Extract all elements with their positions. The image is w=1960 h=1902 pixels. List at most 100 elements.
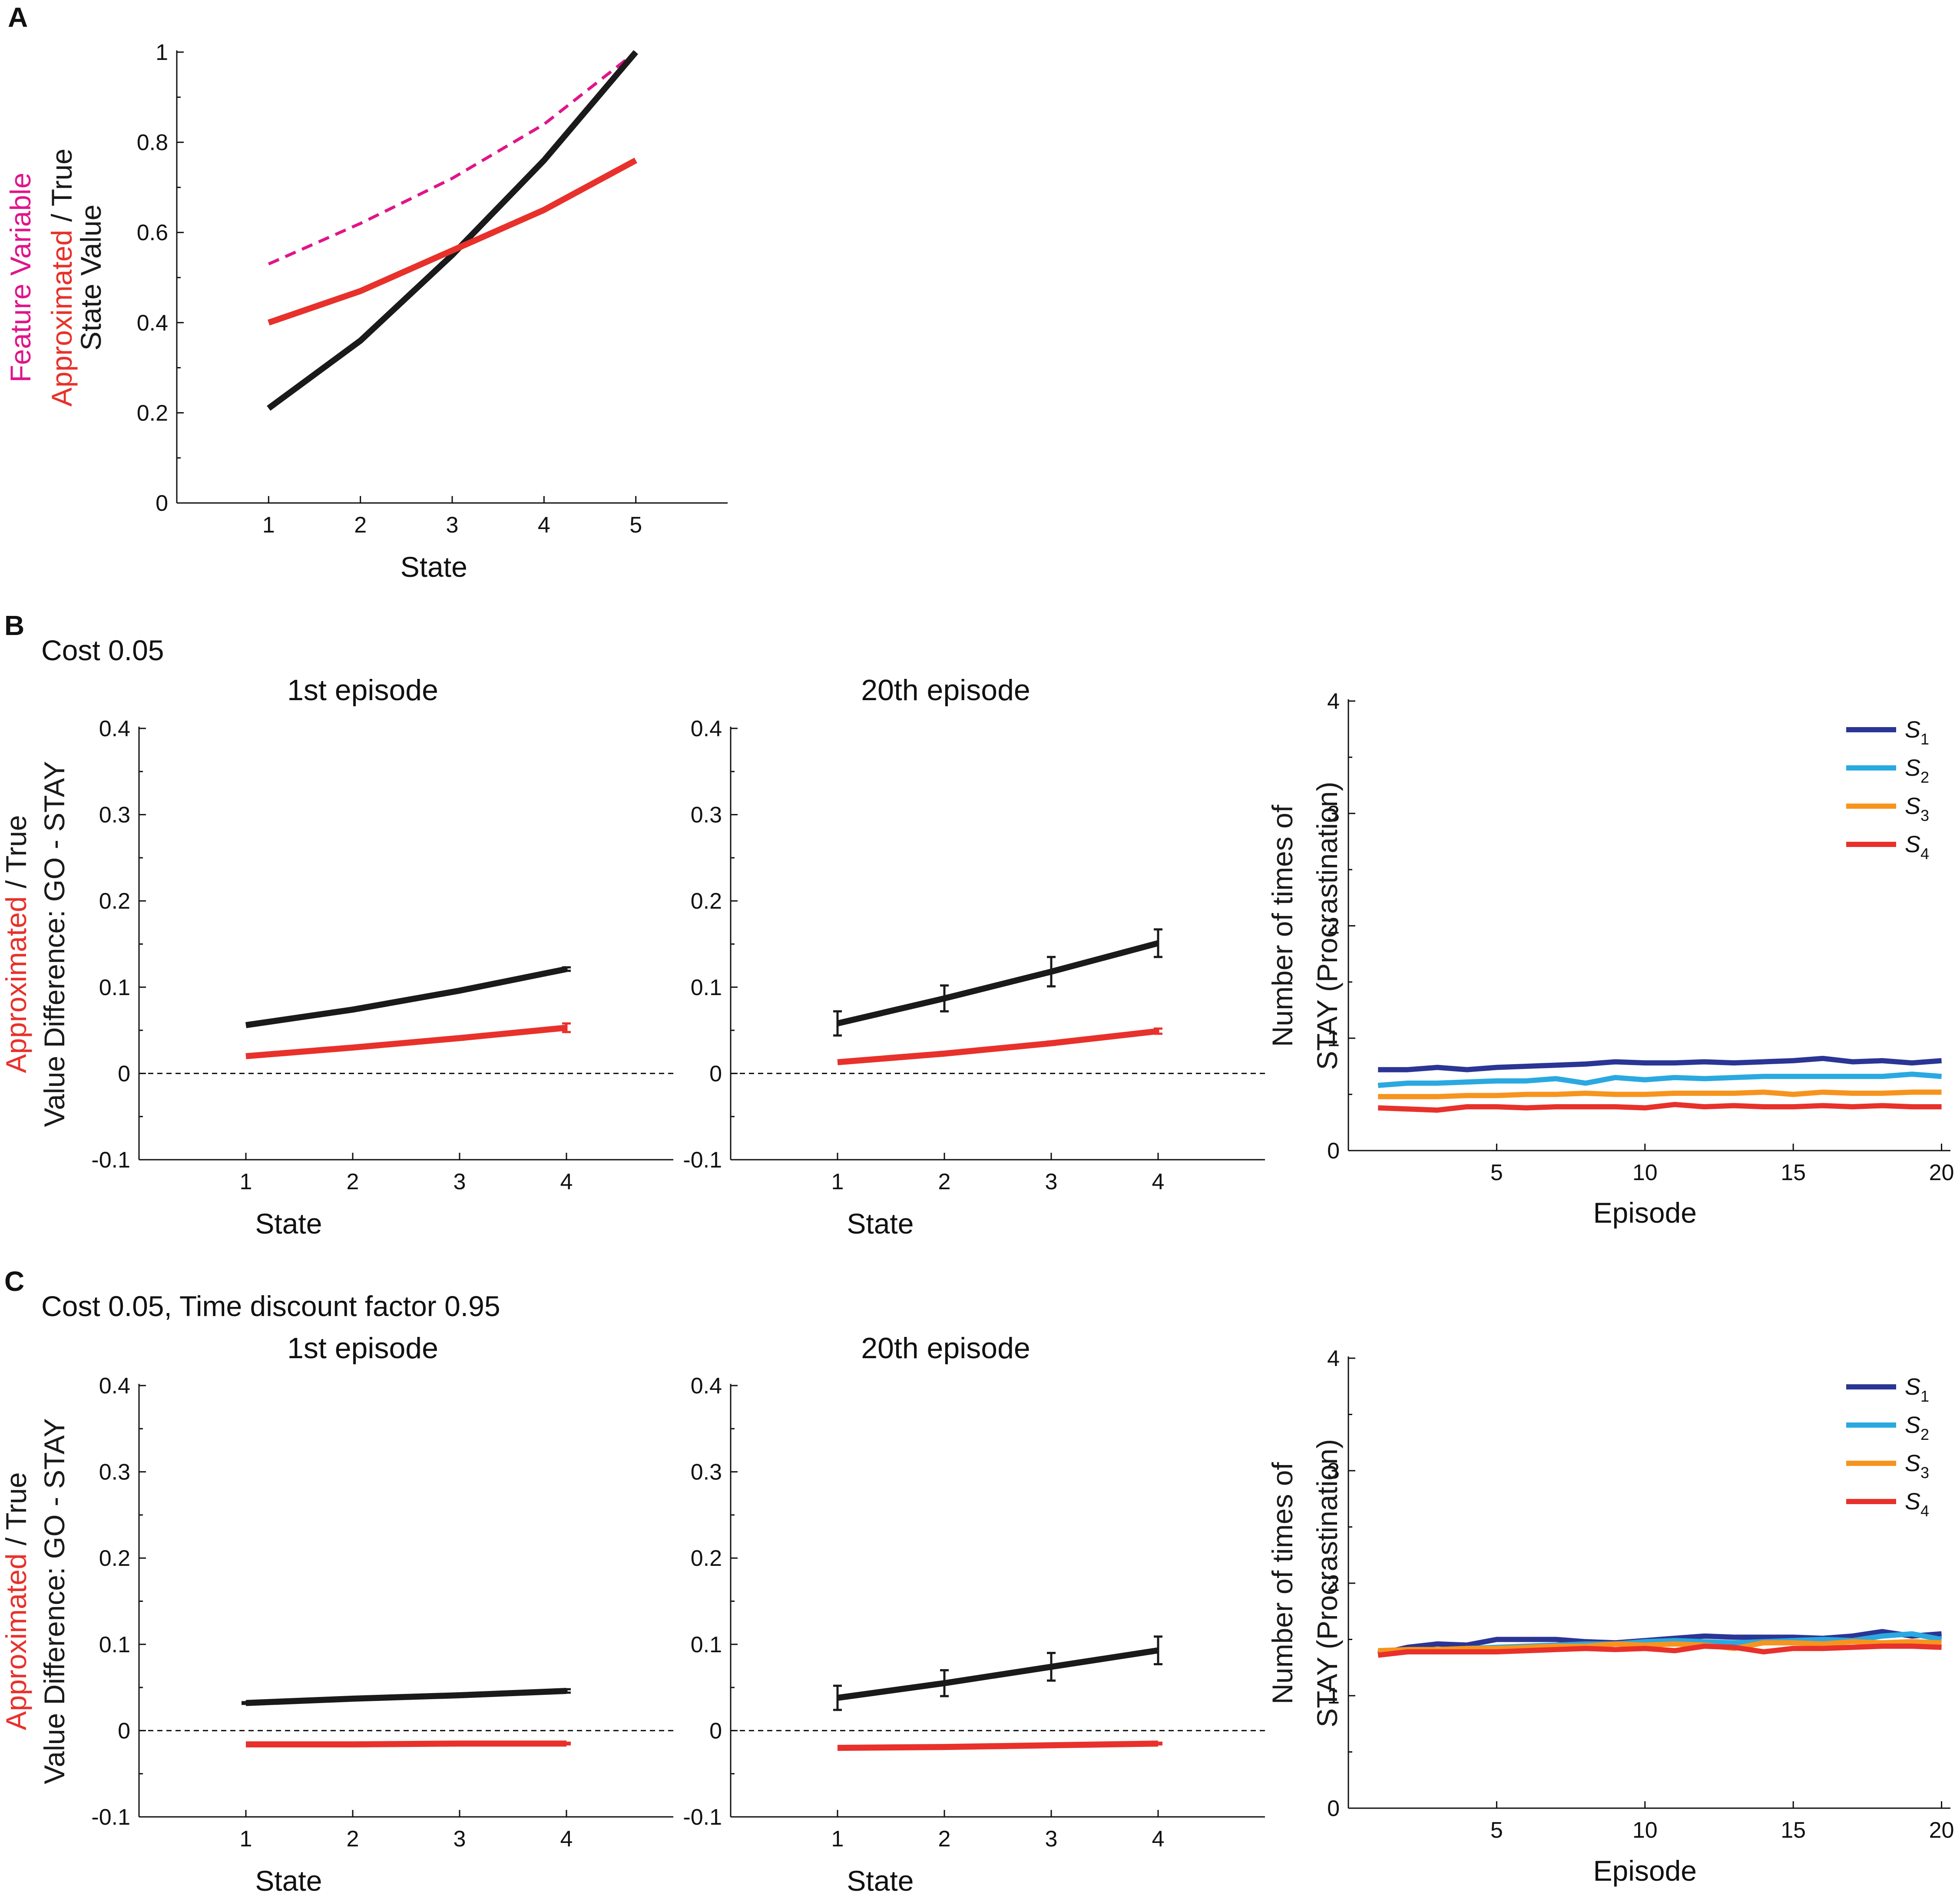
y-tick-label: 0.1: [99, 975, 130, 1000]
y-axis-label: Value Difference: GO - STAY: [38, 1418, 70, 1784]
series-s1-line: [1378, 1055, 1942, 1072]
y-axis-label: Value Difference: GO - STAY: [38, 761, 70, 1127]
y-tick-label: 0.6: [137, 220, 168, 245]
x-tick-label: 3: [446, 513, 459, 538]
panel-label-b: B: [4, 610, 24, 641]
y-axis-label-part: / True: [0, 1472, 32, 1553]
y-axis-label: Feature Variable: [4, 172, 36, 382]
legend-label-main: S: [1905, 1450, 1920, 1476]
y-tick-label: 0.1: [691, 1632, 722, 1657]
y-axis-label: State Value: [75, 205, 107, 351]
x-tick-label: 15: [1781, 1160, 1806, 1185]
series-approximated-line: [268, 157, 637, 326]
y-axis-label: Approximated / True: [0, 1472, 32, 1730]
series-s3-line: [1378, 1639, 1942, 1654]
x-tick-label: 2: [347, 1169, 359, 1194]
legend-label-sub: 2: [1920, 1426, 1929, 1443]
y-axis-label-part: Number of times of: [1266, 804, 1298, 1047]
chart-a: 0 0.2 0.4 0.6 0.8 1 1 2 3 4 5 State Feature Variable…: [4, 40, 728, 583]
y-tick-label: 0: [709, 1061, 722, 1086]
legend-label-main: S: [1905, 755, 1920, 781]
y-tick-label: 0.4: [137, 311, 168, 336]
x-tick-label: 3: [454, 1826, 466, 1852]
y-axis-label: Approximated / True: [46, 149, 78, 407]
panel-c-note: Cost 0.05, Time discount factor 0.95: [41, 1290, 500, 1322]
y-axis-label-part: Approximated: [0, 1553, 32, 1730]
y-tick-label: 4: [1327, 1346, 1340, 1371]
legend-label-s1: S1: [1905, 1374, 1929, 1405]
x-tick-label: 4: [560, 1169, 573, 1194]
legend-label-s4: S4: [1905, 831, 1929, 863]
y-tick-label: 1: [1327, 1026, 1340, 1051]
x-tick-label: 2: [347, 1826, 359, 1852]
legend-label-sub: 3: [1920, 1464, 1929, 1482]
legend-label-sub: 4: [1920, 1502, 1929, 1520]
x-tick-label: 5: [629, 513, 642, 538]
y-tick-label: -0.1: [91, 1805, 130, 1830]
series-approximated-line: [245, 1025, 567, 1059]
y-axis-label-part: Feature Variable: [4, 172, 36, 382]
chart-c-1st-episode: -0.1 0 0.1 0.2 0.3 0.4 1 2 3 4 1st episode State App…: [0, 1332, 673, 1897]
series-s2-line: [1377, 1072, 1942, 1088]
y-tick-label: -0.1: [91, 1148, 130, 1173]
y-tick-label: 0.3: [691, 1460, 722, 1485]
series-s4-line: [1377, 1644, 1942, 1658]
series-true-line: [267, 50, 639, 411]
y-axis-label-part: STAY (Procrastination): [1311, 1439, 1343, 1727]
x-tick-label: 1: [831, 1169, 844, 1194]
y-axis-label-part: STAY (Procrastination): [1311, 782, 1343, 1070]
y-tick-label: 2: [1327, 914, 1340, 939]
y-tick-label: 0.3: [691, 803, 722, 828]
chart-b-stay-count: 0 1 2 3 4 5 10 15 20 Episode Number of times of STA…: [1266, 689, 1954, 1229]
y-axis-label: Number of times of: [1266, 804, 1298, 1047]
series-approximated-line: [837, 1028, 1159, 1065]
x-axis-label: State: [847, 1865, 914, 1897]
chart-title: 20th episode: [861, 1332, 1030, 1365]
y-axis-label-part: Value Difference: GO - STAY: [38, 761, 70, 1127]
panel-label-a: A: [8, 2, 28, 33]
chart-c-20th-episode: -0.1 0 0.1 0.2 0.3 0.4 1 2 3 4 20th episode State: [683, 1332, 1265, 1897]
y-axis-label-part: / True: [0, 815, 32, 896]
y-tick-label: 0.4: [99, 1373, 130, 1399]
series-approximated-line: [837, 1740, 1159, 1751]
y-tick-label: 1: [156, 40, 168, 65]
y-tick-label: 0.2: [99, 1546, 130, 1571]
x-tick-label: 2: [938, 1169, 951, 1194]
series-true-line: [837, 940, 1159, 1027]
panel-label-c: C: [4, 1266, 24, 1297]
y-axis-label: Number of times of: [1266, 1462, 1298, 1704]
series-feature-variable-line: [268, 51, 637, 266]
y-tick-label: 4: [1327, 689, 1340, 714]
y-axis-label-part: Approximated: [46, 230, 78, 407]
panel-b-note: Cost 0.05: [41, 634, 164, 666]
y-tick-label: 0.4: [99, 716, 130, 741]
y-tick-label: 0: [156, 491, 168, 516]
x-tick-label: 1: [240, 1169, 252, 1194]
legend-label-main: S: [1905, 1374, 1920, 1400]
x-tick-label: 20: [1929, 1818, 1954, 1843]
legend-label-sub: 4: [1920, 845, 1929, 863]
y-axis-label: Approximated / True: [0, 815, 32, 1073]
legend-label-sub: 1: [1920, 730, 1929, 748]
y-tick-label: 0: [1327, 1138, 1340, 1164]
y-axis-label: STAY (Procrastination): [1311, 1439, 1343, 1727]
chart-c-stay-count: 0 1 2 3 4 5 10 15 20 Episode Number of times of STA…: [1266, 1346, 1954, 1887]
legend-label-s1: S1: [1905, 717, 1929, 748]
x-tick-label: 4: [560, 1826, 573, 1852]
legend-label-main: S: [1905, 793, 1920, 819]
y-tick-label: 0.4: [691, 716, 722, 741]
x-tick-label: 5: [1490, 1160, 1503, 1185]
x-tick-label: 15: [1781, 1818, 1806, 1843]
y-axis-label: STAY (Procrastination): [1311, 782, 1343, 1070]
y-tick-label: 0: [1327, 1796, 1340, 1821]
y-tick-label: 3: [1327, 801, 1340, 827]
chart-title: 20th episode: [861, 674, 1030, 707]
x-axis-label: State: [847, 1207, 914, 1240]
x-axis-label: State: [255, 1865, 322, 1897]
y-tick-label: 1: [1327, 1684, 1340, 1709]
x-tick-label: 4: [538, 513, 550, 538]
legend-label-sub: 1: [1920, 1387, 1929, 1405]
legend-label-sub: 2: [1920, 768, 1929, 786]
y-tick-label: -0.1: [683, 1805, 722, 1830]
